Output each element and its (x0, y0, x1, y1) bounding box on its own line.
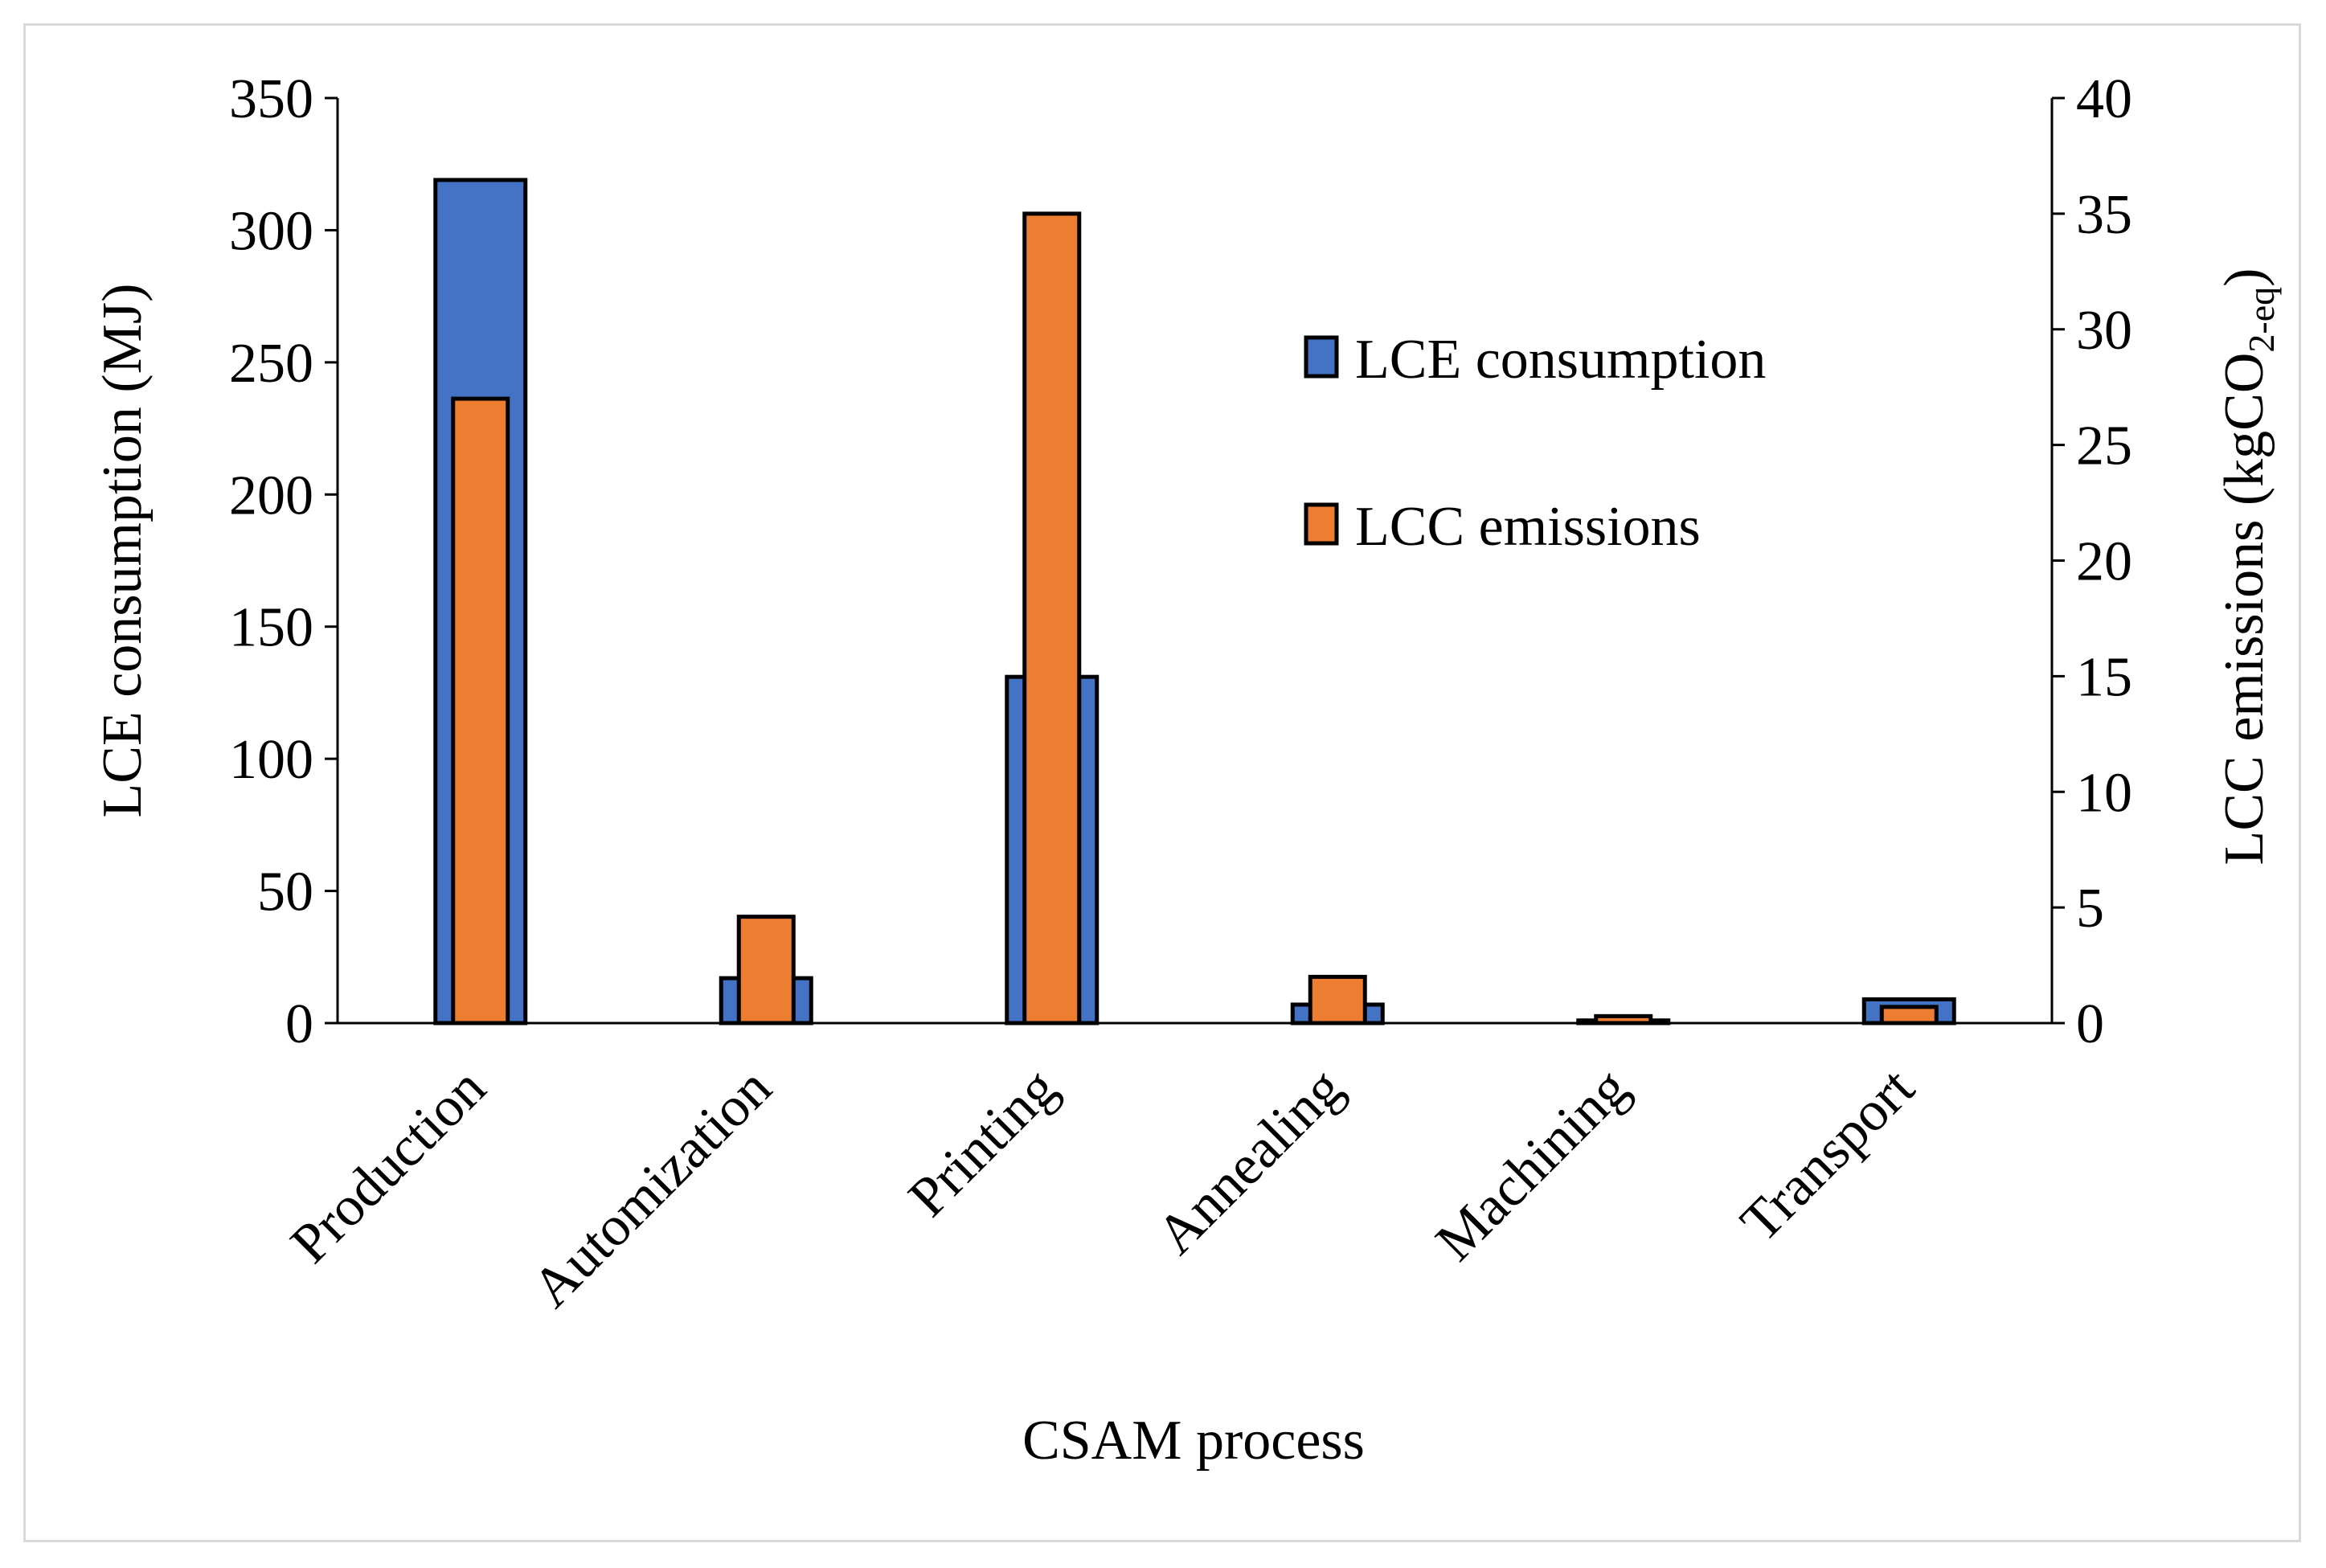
y-right-tick-label: 20 (2076, 531, 2132, 593)
legend-label-lcc: LCC emissions (1355, 496, 1701, 558)
y-left-tick-label: 200 (229, 465, 313, 526)
y-right-tick-label: 0 (2076, 993, 2104, 1055)
y-axis-left-title: LCE consumption (MJ) (92, 284, 154, 818)
category-label-transport: Transport (1729, 1056, 1927, 1254)
y-axis-right-title: LCC emissions (kgCO2-eq) (2213, 268, 2282, 866)
legend-swatch-lcc (1304, 502, 1339, 546)
bar-lcc-production (451, 396, 510, 1026)
bar-lcc-printing (1022, 211, 1082, 1026)
y-axis-right-title-close: ) (2213, 268, 2275, 287)
category-label-production: Production (279, 1057, 498, 1275)
y-right-tick-label: 30 (2076, 300, 2132, 362)
bar-lcc-transport (1879, 1005, 1939, 1026)
y-right-tick-label: 5 (2076, 878, 2104, 940)
y-left-tick-label: 100 (229, 729, 313, 791)
legend: LCE consumption LCC emissions (1304, 329, 1766, 558)
x-axis-title: CSAM process (1022, 1410, 1365, 1472)
chart-frame (23, 23, 2301, 1542)
category-labels: Production Automization Printing Annealing M… (279, 1056, 1927, 1319)
y-left-tick-label: 0 (285, 993, 313, 1055)
legend-label-lce: LCE consumption (1355, 329, 1766, 391)
category-label-annealing: Annealing (1145, 1057, 1355, 1267)
y-left-tick-label: 300 (229, 200, 313, 262)
y-right-tick-label: 40 (2076, 68, 2132, 130)
y-right-tick-label: 25 (2076, 416, 2132, 477)
y-left-tick-label: 350 (229, 68, 313, 130)
category-label-printing: Printing (897, 1057, 1069, 1229)
y-right-tick-label: 35 (2076, 184, 2132, 246)
y-axis-right-title-main: LCC emissions (kgCO (2213, 353, 2275, 866)
y-right-tick-label: 15 (2076, 646, 2132, 708)
y-axis-right-title-sub: 2-eq (2241, 287, 2282, 353)
y-left-tick-label: 250 (229, 333, 313, 395)
category-label-automization: Automization (521, 1057, 784, 1320)
ticks-layer: 0 50 100 150 200 250 300 350 0 5 10 15 20 25 30 35 40 (229, 68, 2132, 1055)
y-right-tick-label: 10 (2076, 762, 2132, 824)
bar-lcc-automization (736, 915, 796, 1026)
bar-lcc-annealing (1308, 974, 1367, 1026)
category-label-machining: Machining (1424, 1057, 1640, 1273)
bars-layer (433, 178, 1956, 1026)
y-left-tick-label: 150 (229, 597, 313, 659)
legend-swatch-lce (1304, 335, 1339, 379)
axes-layer (336, 98, 2054, 1025)
y-left-tick-label: 50 (257, 862, 313, 923)
